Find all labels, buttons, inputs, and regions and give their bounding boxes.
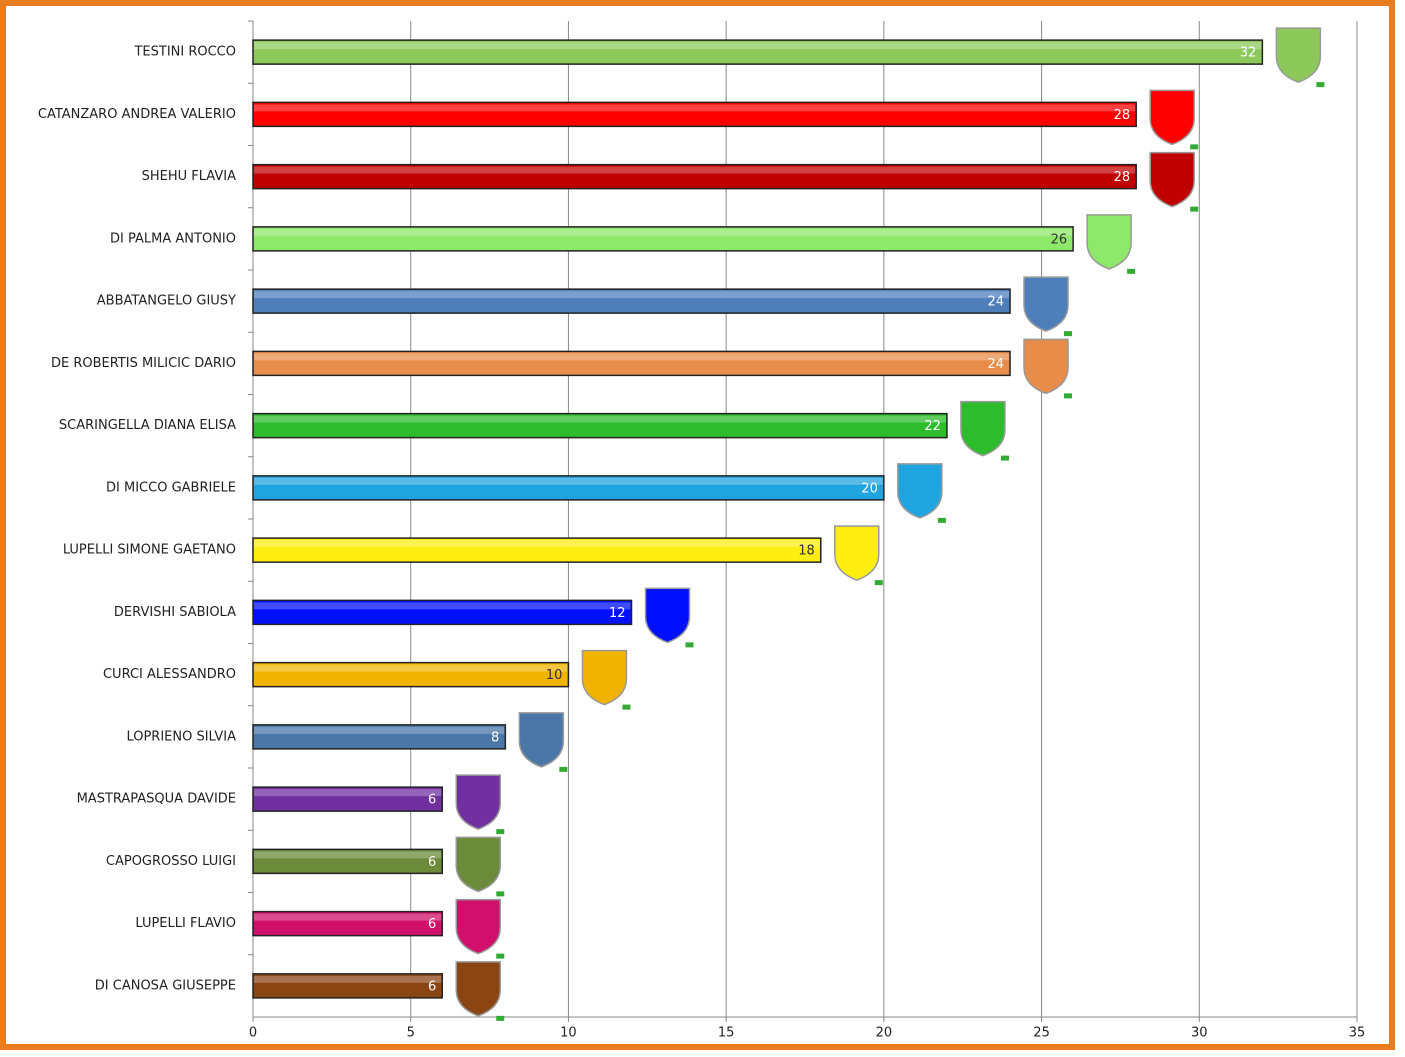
value-label: 8: [491, 730, 499, 745]
flag: [686, 642, 694, 647]
y-tick-label: CATANZARO ANDREA VALERIO: [38, 107, 236, 122]
x-tick-label: 35: [1349, 1026, 1366, 1041]
flag: [622, 705, 630, 710]
flag: [496, 891, 504, 896]
flag: [496, 829, 504, 834]
bar-sheen: [254, 540, 820, 547]
bar-sheen: [254, 353, 1009, 360]
y-tick-label: LUPELLI FLAVIO: [135, 916, 236, 931]
y-tick-label: DE ROBERTIS MILICIC DARIO: [51, 356, 236, 371]
y-tick-label: TESTINI ROCCO: [133, 45, 236, 60]
flag: [1190, 144, 1198, 149]
value-label: 28: [1114, 108, 1131, 123]
y-tick-label: DERVISHI SABIOLA: [114, 605, 236, 620]
value-label: 32: [1240, 46, 1257, 61]
value-label: 6: [428, 855, 436, 870]
x-tick-label: 10: [560, 1026, 577, 1041]
y-tick-label: DI MICCO GABRIELE: [106, 480, 236, 495]
bar-sheen: [254, 167, 1135, 174]
value-label: 28: [1114, 170, 1131, 185]
flag: [496, 1016, 504, 1021]
y-tick-label: CURCI ALESSANDRO: [103, 667, 236, 682]
x-tick-label: 20: [876, 1026, 893, 1041]
value-label: 20: [861, 481, 878, 496]
bar-sheen: [254, 478, 883, 485]
x-tick-label: 30: [1191, 1026, 1208, 1041]
value-label: 18: [798, 544, 815, 559]
x-tick-label: 15: [718, 1026, 735, 1041]
bar-sheen: [254, 104, 1135, 111]
y-tick-label: CAPOGROSSO LUIGI: [106, 854, 236, 869]
value-label: 24: [987, 357, 1004, 372]
y-tick-label: DI CANOSA GIUSEPPE: [95, 978, 236, 993]
flag: [1064, 331, 1072, 336]
value-label: 10: [546, 668, 563, 683]
flag: [559, 767, 567, 772]
chart: 0 5 10 15 20 25 30 35 TESTINI ROCCO 32 CATANZARO A…: [0, 0, 1405, 1053]
value-label: 22: [924, 419, 941, 434]
bar-sheen: [254, 727, 504, 734]
bar-sheen: [254, 914, 441, 921]
flag: [1001, 456, 1009, 461]
y-tick-label: SCARINGELLA DIANA ELISA: [59, 418, 236, 433]
x-tick-label: 5: [407, 1026, 415, 1041]
flag: [1064, 393, 1072, 398]
bar-sheen: [254, 851, 441, 858]
bar-sheen: [254, 416, 946, 423]
value-label: 6: [428, 917, 436, 932]
value-label: 12: [609, 606, 626, 621]
bar-sheen: [254, 42, 1261, 49]
x-tick-label: 0: [249, 1026, 257, 1041]
bar-sheen: [254, 291, 1009, 298]
bar-sheen: [254, 229, 1072, 236]
flag: [1127, 269, 1135, 274]
y-tick-label: LOPRIENO SILVIA: [126, 729, 236, 744]
x-tick-label: 25: [1033, 1026, 1050, 1041]
y-tick-label: ABBATANGELO GIUSY: [97, 294, 236, 309]
bar-sheen: [254, 976, 441, 983]
value-label: 6: [428, 979, 436, 994]
bar-sheen: [254, 602, 631, 609]
flag: [496, 954, 504, 959]
y-tick-label: MASTRAPASQUA DAVIDE: [77, 792, 236, 807]
y-tick-label: SHEHU FLAVIA: [142, 169, 236, 184]
y-tick-label: LUPELLI SIMONE GAETANO: [63, 543, 236, 558]
bar-sheen: [254, 665, 567, 672]
flag: [1190, 207, 1198, 212]
value-label: 6: [428, 793, 436, 808]
value-label: 24: [987, 295, 1004, 310]
value-label: 26: [1051, 232, 1068, 247]
y-tick-label: DI PALMA ANTONIO: [110, 231, 236, 246]
bar-sheen: [254, 789, 441, 796]
flag: [1316, 82, 1324, 87]
flag: [938, 518, 946, 523]
flag: [875, 580, 883, 585]
